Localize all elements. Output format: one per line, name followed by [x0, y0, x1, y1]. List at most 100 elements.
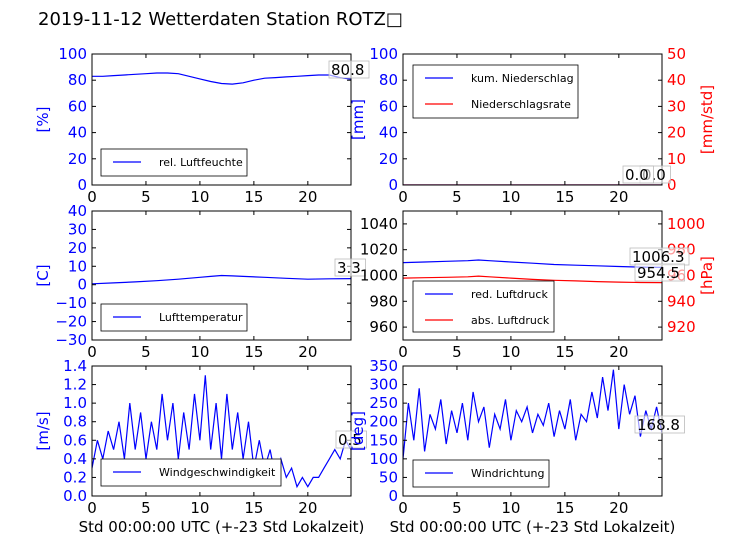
- series-line-1: [92, 274, 351, 285]
- x-tick-label: 0: [87, 343, 97, 361]
- x-tick-label: 0: [398, 499, 408, 517]
- y-tick-label: 100: [369, 450, 398, 468]
- y-tick-label: 20: [379, 150, 398, 168]
- legend: red. Luftdruck abs. Luftdruck: [412, 280, 555, 333]
- y-axis-label: [mm]: [349, 99, 367, 140]
- x-tick-label: 20: [609, 343, 628, 361]
- value-label: 80.8: [331, 61, 364, 79]
- series-line-1: [403, 369, 662, 459]
- y-axis-label: [deg]: [349, 411, 367, 451]
- y-tick-label: 960: [369, 318, 398, 336]
- subplot-3: 0 5 10 15 20−30−20−10010203040[C]Lufttempera…: [34, 202, 366, 361]
- plot-frame: [402, 53, 663, 186]
- x-tick-label: 5: [452, 343, 462, 361]
- subplot-5: 0 5 10 15 20 0.00.20.40.60.81.01.21.4 [m/s] Win…: [34, 357, 367, 536]
- x-tick-label: 5: [452, 188, 462, 206]
- y-tick-label: 0: [388, 487, 398, 505]
- y-tick-label: 60: [379, 97, 398, 115]
- y-tick-label: 0: [77, 276, 87, 294]
- y2-tick-label: 40: [667, 71, 686, 89]
- x-tick-label: 5: [141, 499, 151, 517]
- legend: rel. Luftfeuchte: [100, 148, 248, 177]
- y-tick-label: 50: [379, 468, 398, 486]
- y2-tick-label: 0: [667, 176, 677, 194]
- y-tick-label: 300: [369, 376, 398, 394]
- x-tick-label: 5: [452, 499, 462, 517]
- figure-title: 2019-11-12 Wetterdaten Station ROTZ□: [38, 9, 403, 30]
- y2-tick-label: 20: [667, 124, 686, 142]
- subplot-1: 0 5 10 15 20 0 20 40 60 80 100 [%] rel. Luftfeuchte 8…: [34, 45, 370, 206]
- y-tick-label: 80: [379, 71, 398, 89]
- y2-tick-label: 920: [667, 318, 696, 336]
- x-tick-label: 15: [244, 499, 263, 517]
- y-tick-label: 0: [77, 176, 87, 194]
- value-label-box: [328, 60, 370, 79]
- x-tick-label: 20: [609, 499, 628, 517]
- x-tick-label: 20: [609, 188, 628, 206]
- value-label-box: [634, 263, 685, 282]
- x-axis-label: Std 00:00:00 UTC (+-23 Std Lokalzeit): [79, 518, 365, 536]
- series-line-2: [403, 275, 662, 284]
- value-label: 0.5: [338, 431, 362, 449]
- x-tick-label: 10: [190, 188, 209, 206]
- x-axis-label: Std 00:00:00 UTC (+-23 Std Lokalzeit): [390, 518, 676, 536]
- legend-label: kum. Niederschlag: [471, 72, 574, 85]
- y-tick-label: 100: [58, 45, 87, 63]
- x-tick-label: 20: [298, 343, 317, 361]
- y-tick-label: 250: [369, 394, 398, 412]
- y2-tick-label: 10: [667, 150, 686, 168]
- value-label: 3.3: [337, 259, 361, 277]
- y-tick-label: 0.6: [63, 431, 87, 449]
- x-tick-label: 20: [298, 188, 317, 206]
- y-tick-label: 150: [369, 431, 398, 449]
- x-tick-label: 15: [244, 343, 263, 361]
- y-tick-label: 0.2: [63, 468, 87, 486]
- y2-tick-label: 50: [667, 45, 686, 63]
- y2-tick-label: 1000: [667, 215, 705, 233]
- y2-tick-label: 30: [667, 97, 686, 115]
- y-tick-label: 40: [379, 124, 398, 142]
- x-tick-label: 20: [298, 499, 317, 517]
- y-tick-label: 0.4: [63, 450, 87, 468]
- y-tick-label: 350: [369, 357, 398, 375]
- x-tick-label: 0: [87, 499, 97, 517]
- y-tick-label: 1000: [360, 267, 398, 285]
- y-tick-label: 0: [388, 176, 398, 194]
- value-label-box: [622, 165, 654, 184]
- x-tick-label: 15: [555, 343, 574, 361]
- x-tick-label: 10: [501, 343, 520, 361]
- value-label: 954.5: [637, 264, 680, 282]
- value-label-box: [634, 415, 685, 434]
- legend-label: abs. Luftdruck: [471, 314, 550, 327]
- y-tick-label: 10: [68, 257, 87, 275]
- y-tick-label: −20: [55, 313, 87, 331]
- legend: Lufttemperatur: [100, 303, 248, 332]
- series-line-1: [92, 72, 351, 85]
- y-tick-label: 30: [68, 220, 87, 238]
- y-tick-label: 0.0: [63, 487, 87, 505]
- y2-axis-label: [mm/std]: [698, 85, 716, 154]
- legend-label: Windgeschwindigkeit: [159, 466, 276, 479]
- y-tick-label: −30: [55, 331, 87, 349]
- y-tick-label: 0.8: [63, 413, 87, 431]
- legend-label: Lufttemperatur: [159, 311, 243, 324]
- legend-label: Windrichtung: [471, 467, 544, 480]
- y-tick-label: 40: [68, 124, 87, 142]
- y-tick-label: 1020: [360, 241, 398, 259]
- x-tick-label: 15: [244, 188, 263, 206]
- x-tick-label: 10: [190, 499, 209, 517]
- y2-axis-label: [hPa]: [698, 256, 716, 295]
- x-tick-label: 0: [87, 188, 97, 206]
- subplot-2: 0 5 10 15 20 0 20 40 60 80 100 0 10 20 30 40 50 [mm] [mm/s…: [349, 45, 716, 206]
- y-tick-label: 980: [369, 292, 398, 310]
- x-tick-label: 10: [501, 188, 520, 206]
- legend: Windgeschwindigkeit: [100, 458, 282, 487]
- subplot-6: 0 5 10 15 20050100150200250300350[deg]Windri…: [349, 357, 685, 536]
- y-tick-label: 1.2: [63, 376, 87, 394]
- legend: Windrichtung: [412, 459, 550, 488]
- legend-label: Niederschlagsrate: [471, 98, 571, 111]
- y-tick-label: 1040: [360, 215, 398, 233]
- y-tick-label: 60: [68, 97, 87, 115]
- subplot-4: 0510152096098010001020104092094096098010…: [360, 210, 716, 361]
